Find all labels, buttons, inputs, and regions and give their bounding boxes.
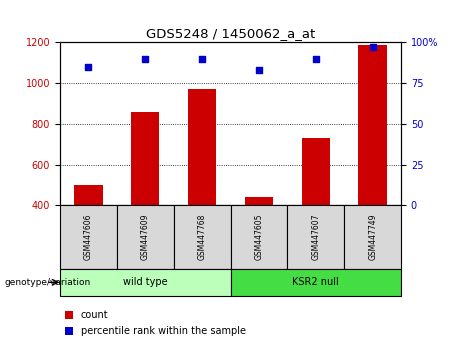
Text: GSM447605: GSM447605 (254, 214, 263, 261)
Text: genotype/variation: genotype/variation (5, 278, 91, 287)
Point (198, 56, 206, 62)
Text: GSM447607: GSM447607 (311, 214, 320, 261)
Bar (245, 197, 273, 205)
Bar (358, 45, 387, 205)
Point (369, 45, 376, 50)
Text: GSM447606: GSM447606 (84, 214, 93, 261)
Text: GSM447768: GSM447768 (198, 214, 207, 261)
Bar (74, 185, 102, 205)
Text: count: count (81, 310, 108, 320)
Point (142, 56, 149, 62)
Point (255, 67, 263, 73)
Text: wild type: wild type (123, 277, 167, 287)
Text: KSR2 null: KSR2 null (292, 277, 339, 287)
Point (312, 56, 319, 62)
Bar (131, 112, 160, 205)
Text: GSM447749: GSM447749 (368, 214, 377, 261)
Title: GDS5248 / 1450062_a_at: GDS5248 / 1450062_a_at (146, 27, 315, 40)
Text: percentile rank within the sample: percentile rank within the sample (81, 326, 246, 336)
Bar (301, 138, 330, 205)
Bar (188, 89, 216, 205)
Text: GSM447609: GSM447609 (141, 214, 150, 261)
Point (85, 64, 92, 70)
